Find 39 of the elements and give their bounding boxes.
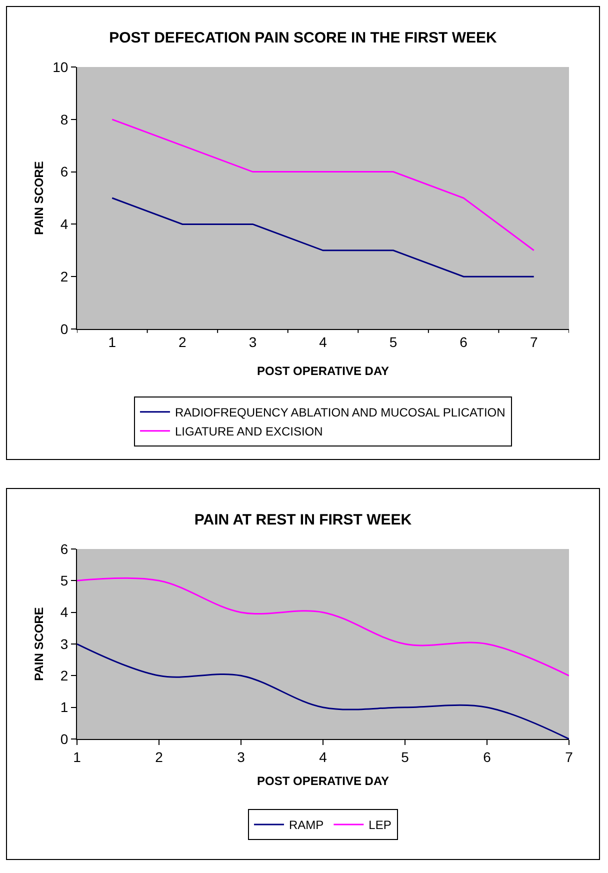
x-tick-label: 2 <box>155 748 164 765</box>
y-tick-label: 1 <box>60 699 68 716</box>
y-tick-label: 3 <box>60 636 68 652</box>
x-axis-title: POST OPERATIVE DAY <box>256 774 390 788</box>
y-tick-label: 4 <box>60 216 68 232</box>
y-tick-label: 0 <box>60 730 68 747</box>
y-tick-label: 10 <box>52 58 68 75</box>
y-tick-label: 5 <box>60 572 68 589</box>
legend-label: RADIOFREQUENCY ABLATION AND MUCOSAL PLICATION <box>175 406 506 420</box>
y-tick-label: 0 <box>60 320 68 337</box>
x-tick-label: 2 <box>178 334 187 350</box>
x-tick-label: 5 <box>389 334 398 350</box>
x-tick-label: 1 <box>108 334 116 350</box>
x-tick-label: 4 <box>319 748 328 765</box>
y-tick-label: 2 <box>60 268 68 284</box>
y-tick-label: 6 <box>60 540 68 557</box>
chart-title: POST DEFECATION PAIN SCORE IN THE FIRST WEEK <box>109 30 498 46</box>
line-series <box>111 118 535 252</box>
x-axis-title: POST OPERATIVE DAY <box>256 364 390 378</box>
legend-label: RAMP <box>289 818 324 832</box>
x-tick-label: 3 <box>237 748 246 765</box>
y-axis-title: PAIN SCORE <box>32 607 46 681</box>
y-tick-label: 6 <box>60 164 68 180</box>
x-tick-label: 5 <box>401 748 410 765</box>
y-tick-label: 4 <box>60 604 68 620</box>
x-tick-label: 6 <box>483 748 492 765</box>
y-tick-label: 2 <box>60 668 68 684</box>
legend-label: LIGATURE AND EXCISION <box>175 424 323 439</box>
x-tick-label: 4 <box>319 334 328 350</box>
legend-label: LEP <box>368 818 392 832</box>
x-tick-label: 7 <box>565 748 574 765</box>
line-series <box>111 197 535 278</box>
x-tick-label: 1 <box>73 748 82 765</box>
chart-title: PAIN AT REST IN FIRST WEEK <box>194 512 412 528</box>
y-axis-title: PAIN SCORE <box>32 161 46 235</box>
x-tick-label: 3 <box>248 334 257 350</box>
x-tick-label: 6 <box>460 334 468 350</box>
x-tick-label: 7 <box>530 334 538 350</box>
y-tick-label: 8 <box>60 111 68 128</box>
